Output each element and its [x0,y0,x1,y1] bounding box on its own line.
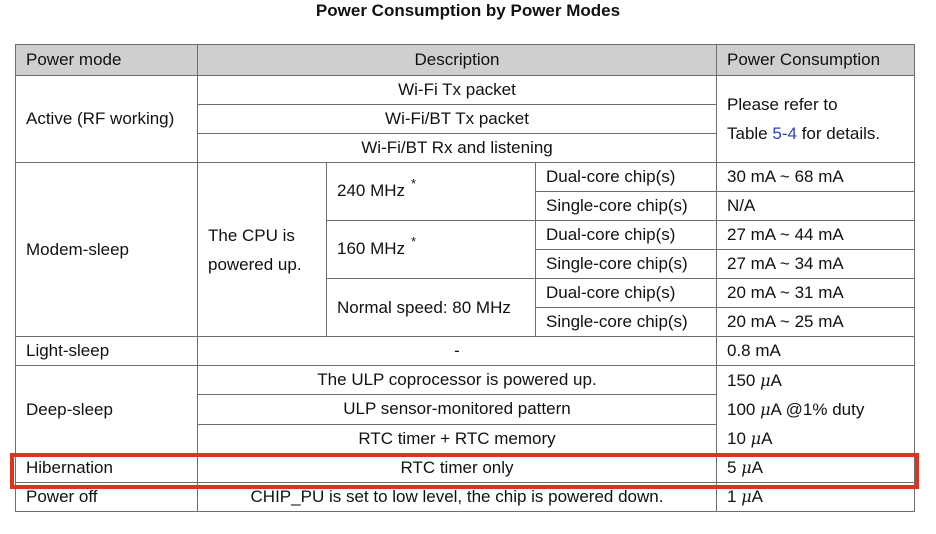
unit: A [770,400,781,419]
cpu-line-2: powered up. [208,254,302,274]
footnote-star: * [411,234,417,249]
deep-value-2-num: 100 [727,400,756,419]
hibernation-value-num: 5 [727,458,737,477]
deep-values: 150 μA 100 μA @1% duty 10 μA [716,365,915,454]
mode-power-off: Power off [15,482,198,512]
table-row: Modem-sleep The CPU is powered up. 240 M… [15,162,915,337]
mode-deep-sleep: Deep-sleep [15,365,198,454]
freq-240-label: 240 MHz [337,181,406,200]
chip-type: Dual-core chip(s) [535,278,717,308]
mu-symbol: μ [741,487,752,506]
chip-type: Single-core chip(s) [535,249,717,279]
header-description: Description [197,44,717,76]
modem-value-2: N/A [716,191,915,221]
power-consumption-table: Power mode Description Power Consumption… [15,44,915,512]
hibernation-value: 5 μA [716,453,915,483]
table-row: RTC timer + RTC memory [16,423,915,455]
unit: A [751,458,763,477]
chip-type: Single-core chip(s) [535,307,717,337]
header-row: Power mode Description Power Consumption [15,44,915,76]
active-desc-2: Wi-Fi/BT Tx packet [197,104,717,134]
freq-240: 240 MHz * [326,162,536,221]
cpu-line-1: The CPU is [208,225,295,245]
deep-value-1-num: 150 [727,371,756,390]
active-consumption-pre: Please refer to [727,95,838,114]
poweroff-desc: CHIP_PU is set to low level, the chip is… [197,482,717,512]
cpu-powered-up: The CPU is powered up. [197,162,327,337]
modem-value-5: 20 mA ~ 31 mA [716,278,915,308]
deep-value-2-extra: @1% duty [785,400,865,419]
table-row: Single-core chip(s) N/A [16,191,915,221]
light-desc: - [197,336,717,366]
mu-symbol: μ [741,458,752,477]
modem-value-1: 30 mA ~ 68 mA [716,162,915,192]
table-5-4-link[interactable]: 5-4 [772,124,797,143]
freq-80: Normal speed: 80 MHz [326,278,536,337]
table-row: Power off CHIP_PU is set to low level, t… [15,482,915,512]
table-row: Wi-Fi/BT Rx and listening [16,133,915,163]
header-power-consumption: Power Consumption [716,44,915,76]
deep-value-3-num: 10 [727,429,746,448]
freq-160-label: 160 MHz [337,239,406,258]
caption-text: Power Consumption by Power Modes [315,1,621,20]
table-row: ULP sensor-monitored pattern [16,394,915,425]
footnote-star: * [411,176,417,191]
table-row: Single-core chip(s) 27 mA ~ 34 mA [16,249,915,279]
mu-symbol: μ [750,429,762,448]
active-consumption: Please refer to Table 5-4 for details. [716,75,915,163]
table-row: Wi-Fi/BT Tx packet [16,104,915,134]
mode-modem-sleep: Modem-sleep [15,162,198,337]
modem-value-6: 20 mA ~ 25 mA [716,307,915,337]
mode-hibernation: Hibernation [15,453,198,483]
modem-value-4: 27 mA ~ 34 mA [716,249,915,279]
table-row: 160 MHz * Dual-core chip(s) 27 mA ~ 44 mA [16,220,915,279]
poweroff-value: 1 μA [716,482,915,512]
active-consumption-post: for details. [801,124,881,143]
table-row: Active (RF working) Wi-Fi Tx packet Plea… [15,75,915,163]
header-power-mode: Power mode [15,44,198,76]
table-row: Deep-sleep The ULP coprocessor is powere… [15,364,915,454]
deep-desc-1: The ULP coprocessor is powered up. [197,364,717,396]
mu-symbol: μ [760,400,771,419]
poweroff-value-num: 1 [727,487,737,506]
deep-desc-2: ULP sensor-monitored pattern [197,394,717,425]
active-desc-1: Wi-Fi Tx packet [197,75,717,105]
mu-symbol: μ [760,371,771,390]
unit: A [770,371,782,390]
mode-active: Active (RF working) [15,75,198,163]
table-row: Normal speed: 80 MHz Dual-core chip(s) 2… [16,278,915,337]
mode-light-sleep: Light-sleep [15,336,198,366]
unit: A [761,429,773,448]
table-row: Light-sleep - 0.8 mA [15,336,915,366]
chip-type: Dual-core chip(s) [535,162,717,192]
modem-value-3: 27 mA ~ 44 mA [716,220,915,250]
active-consumption-table: Table [727,124,768,143]
light-value: 0.8 mA [716,336,915,366]
unit: A [751,487,763,506]
freq-160: 160 MHz * [326,220,536,279]
active-desc-3: Wi-Fi/BT Rx and listening [197,133,717,163]
table-caption: Power Consumption by Power Modes [0,0,936,22]
table-row: Single-core chip(s) 20 mA ~ 25 mA [16,307,915,337]
table-row: Hibernation RTC timer only 5 μA [15,453,915,483]
hibernation-desc: RTC timer only [197,453,717,483]
chip-type: Dual-core chip(s) [535,220,717,250]
chip-type: Single-core chip(s) [535,191,717,221]
deep-desc-3: RTC timer + RTC memory [197,423,717,455]
